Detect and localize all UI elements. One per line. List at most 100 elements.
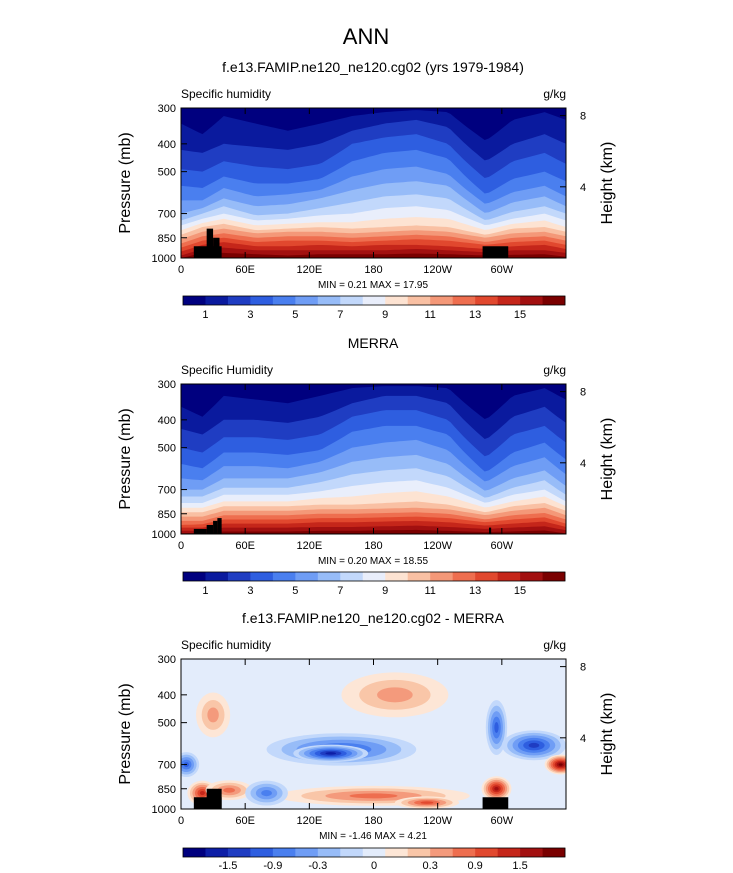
colorbar-frame (182, 295, 566, 306)
terrain-mask (206, 788, 222, 809)
colorbar-label: 7 (337, 309, 343, 321)
y2-tick-label: 8 (580, 387, 586, 399)
y-axis-label: Pressure (mb) (117, 408, 134, 509)
panel-title: MERRA (348, 335, 399, 351)
x-tick-label: 60W (491, 815, 514, 827)
x-tick-label: 120W (423, 815, 452, 827)
colorbar-swatch (362, 572, 386, 581)
colorbar-label: 9 (382, 585, 388, 597)
y-tick-label: 850 (158, 233, 176, 245)
panel-0: f.e13.FAMIP.ne120_ne120.cg02 (yrs 1979-1… (117, 59, 616, 321)
terrain-mask (193, 528, 207, 534)
terrain-mask (217, 518, 222, 534)
y-tick-label: 400 (158, 415, 176, 427)
stats-text: MIN = 0.20 MAX = 18.55 (318, 556, 428, 567)
panel-2: f.e13.FAMIP.ne120_ne120.cg02 - MERRA Spec… (117, 610, 616, 872)
colorbar-swatch (183, 572, 206, 581)
y-axis-label: Pressure (mb) (117, 683, 134, 784)
y2-axis-label: Height (km) (599, 418, 616, 501)
colorbar-label: -0.9 (263, 860, 282, 872)
y-tick-label: 300 (158, 654, 176, 666)
colorbar-swatch (542, 572, 566, 581)
colorbar-label: 13 (469, 309, 481, 321)
y-tick-label: 300 (158, 103, 176, 115)
colorbar-swatch (205, 296, 229, 305)
colorbar-swatch (317, 296, 341, 305)
y-tick-label: 1000 (152, 529, 176, 541)
stats-text: MIN = -1.46 MAX = 4.21 (319, 831, 427, 842)
plot-area (181, 108, 566, 258)
anomaly-9 (494, 722, 499, 734)
terrain-mask (213, 520, 218, 534)
colorbar-swatch (385, 572, 409, 581)
x-tick-label: 60E (235, 540, 255, 552)
x-tick-label: 60E (235, 264, 255, 276)
colorbar-swatch (452, 296, 476, 305)
terrain-mask (482, 246, 509, 258)
colorbar-label: 0.9 (467, 860, 482, 872)
colorbar-swatch (475, 572, 498, 581)
x-tick-label: 0 (178, 540, 184, 552)
field-label: Specific Humidity (181, 363, 273, 377)
colorbar-swatch (250, 848, 274, 857)
plot-area (181, 384, 566, 534)
colorbar-swatch (295, 572, 319, 581)
y-tick-label: 850 (158, 784, 176, 796)
colorbar-label: 3 (247, 585, 253, 597)
field-label: Specific humidity (181, 638, 271, 652)
colorbar-swatch (520, 848, 543, 857)
y2-tick-label: 8 (580, 111, 586, 123)
x-tick-label: 120E (296, 815, 322, 827)
colorbar-swatch (295, 296, 319, 305)
x-tick-label: 60W (491, 264, 514, 276)
colorbar-swatch (497, 848, 521, 857)
colorbar-swatch (385, 296, 409, 305)
figure-title: ANN (343, 24, 389, 49)
colorbar-swatch (183, 296, 206, 305)
panel-1: MERRA Specific Humidity g/kg 0 60E 120E 180 120… (117, 335, 616, 597)
colorbar-swatch (452, 848, 476, 857)
y-tick-label: 300 (158, 379, 176, 391)
x-tick-label: 180 (364, 540, 382, 552)
colorbar-swatch (407, 296, 431, 305)
colorbar-swatch (183, 848, 206, 857)
anomaly-0 (199, 790, 205, 796)
terrain-mask (489, 527, 492, 534)
colorbar-label: 7 (337, 585, 343, 597)
y2-tick-label: 8 (580, 662, 586, 674)
anomaly-8 (494, 786, 499, 791)
colorbar-label: 5 (292, 309, 298, 321)
colorbar-label: 1 (202, 585, 208, 597)
colorbar-swatch (542, 296, 566, 305)
colorbar-swatch (430, 848, 453, 857)
colorbar-label: 3 (247, 309, 253, 321)
colorbar-label: -0.3 (308, 860, 327, 872)
colorbar-label: 1 (202, 309, 208, 321)
x-tick-label: 120W (423, 540, 452, 552)
colorbar-swatch (227, 296, 251, 305)
terrain-mask (213, 237, 220, 258)
x-tick-label: 180 (364, 264, 382, 276)
colorbar-label: 15 (514, 585, 526, 597)
colorbar-label: 11 (424, 585, 435, 597)
y-tick-label: 400 (158, 690, 176, 702)
y-tick-label: 500 (158, 718, 176, 730)
colorbar-swatch (340, 848, 364, 857)
colorbar-swatch (497, 572, 521, 581)
colorbar-swatch (542, 848, 566, 857)
colorbar-label: 1.5 (512, 860, 527, 872)
anomaly-2 (207, 707, 219, 723)
colorbar-label: 11 (424, 309, 435, 321)
anomaly-10 (528, 742, 540, 748)
colorbar-swatch (520, 296, 543, 305)
anomaly-12 (261, 789, 272, 797)
y-tick-label: 850 (158, 509, 176, 521)
colorbar-swatch (475, 848, 498, 857)
colorbar-swatch (272, 296, 296, 305)
y-tick-label: 500 (158, 443, 176, 455)
colorbar-label: 9 (382, 309, 388, 321)
anomaly-11 (558, 763, 563, 766)
colorbar-label: 0 (371, 860, 377, 872)
x-tick-label: 180 (364, 815, 382, 827)
